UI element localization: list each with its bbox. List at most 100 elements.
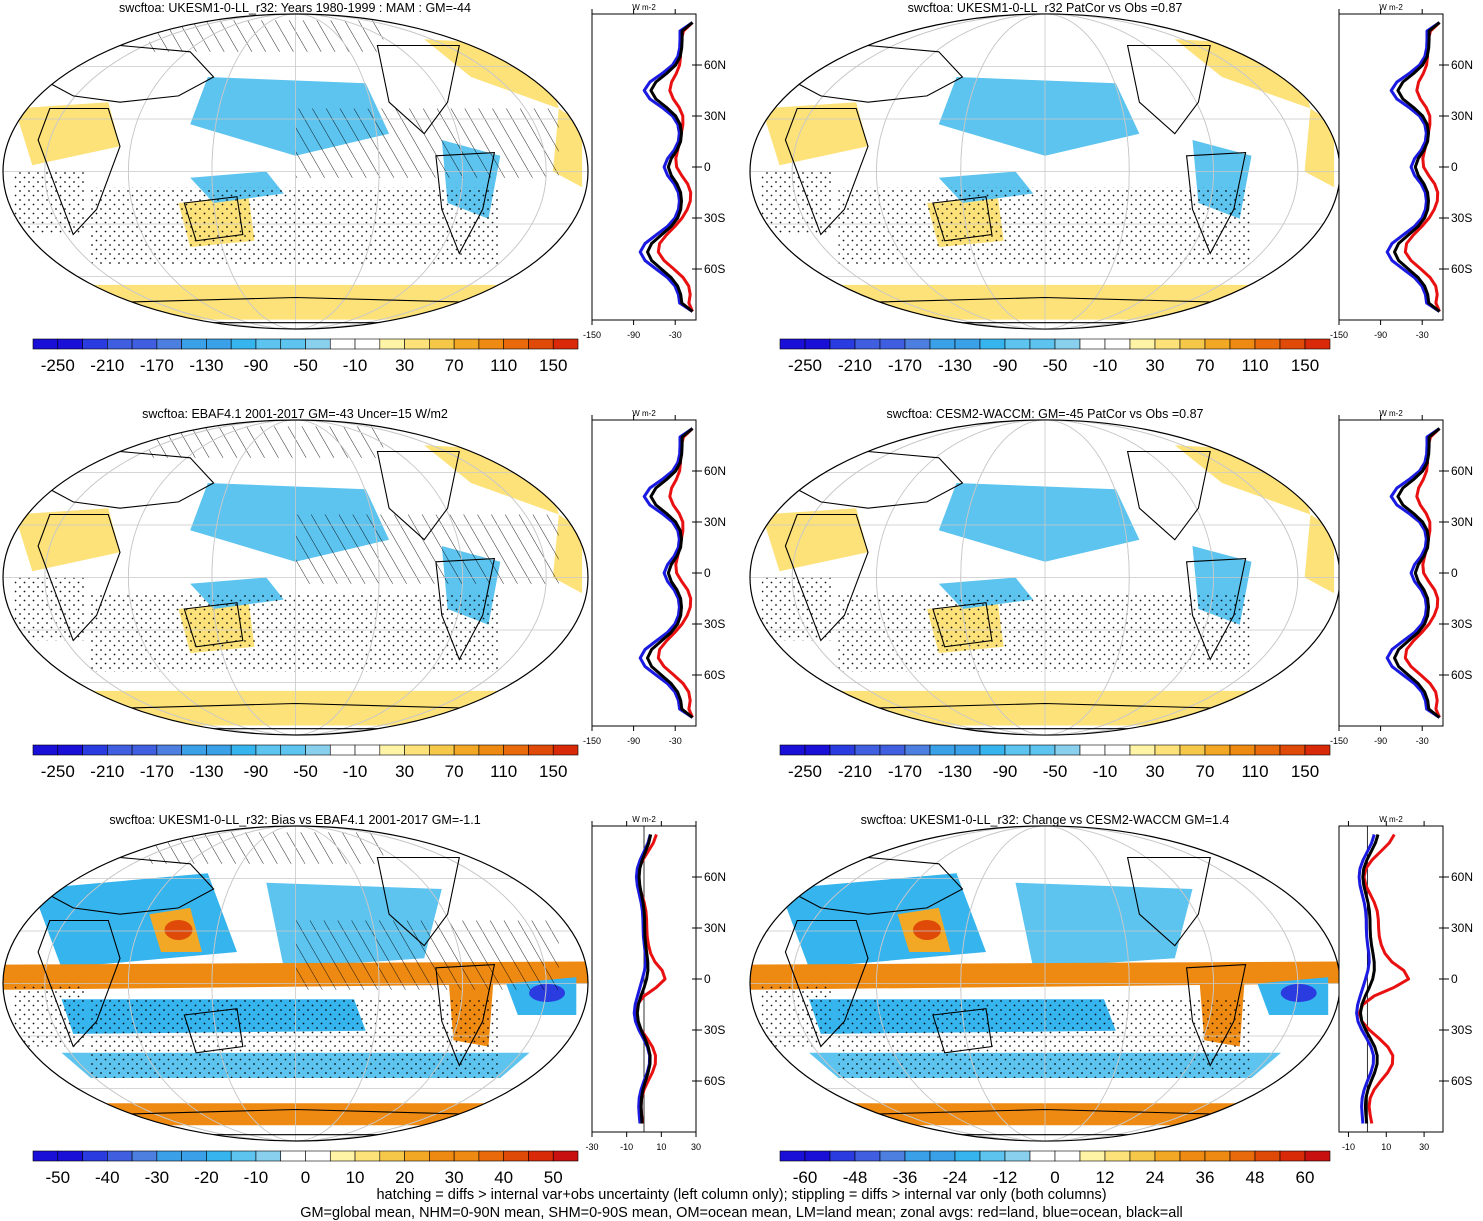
colorbar-box bbox=[1104, 1150, 1131, 1162]
profile-value-label: -30 bbox=[669, 736, 682, 746]
colorbar-label: -50 bbox=[293, 762, 318, 781]
strong-anomaly bbox=[1280, 983, 1317, 1002]
colorbar-box bbox=[354, 338, 381, 350]
colorbar-label: 48 bbox=[1246, 1168, 1265, 1187]
colorbar-box bbox=[1179, 744, 1206, 756]
colorbar-box bbox=[929, 744, 956, 756]
profile-lat-label: 60N bbox=[1451, 870, 1473, 884]
zonal-line-all bbox=[646, 21, 694, 313]
world-map bbox=[3, 826, 588, 1141]
zonal-line-all bbox=[646, 427, 694, 719]
colorbar-label: -50 bbox=[45, 1168, 70, 1187]
colorbar-box bbox=[1154, 338, 1181, 350]
colorbar-box bbox=[1079, 338, 1106, 350]
colorbar-box bbox=[107, 1150, 133, 1162]
colorbar-box bbox=[181, 1150, 207, 1162]
profile-lat-label: 30S bbox=[704, 617, 725, 631]
colorbar-box bbox=[1304, 338, 1331, 350]
zonal-line-all bbox=[1359, 834, 1380, 1124]
colorbar-label: 70 bbox=[1196, 356, 1215, 375]
panel-5: swcftoa: UKESM1-0-LL_r32: Bias vs EBAF4.… bbox=[2, 813, 726, 1187]
colorbar-box bbox=[1029, 744, 1056, 756]
colorbar-label: 150 bbox=[1291, 762, 1319, 781]
profile-value-label: 30 bbox=[1419, 1142, 1429, 1152]
colorbar-label: -12 bbox=[993, 1168, 1018, 1187]
profile-lat-label: 30N bbox=[1451, 109, 1473, 123]
colorbar-label: 30 bbox=[1146, 356, 1165, 375]
colorbar-box bbox=[879, 338, 906, 350]
strong-anomaly bbox=[913, 919, 941, 940]
colorbar-label: 0 bbox=[301, 1168, 310, 1187]
colorbar-box bbox=[879, 1150, 906, 1162]
zonal-line-land bbox=[1403, 427, 1441, 719]
panel-6: swcftoa: UKESM1-0-LL_r32: Change vs CESM… bbox=[749, 813, 1473, 1187]
colorbar-box bbox=[156, 744, 182, 756]
profile-value-label: -30 bbox=[1416, 330, 1429, 340]
zonal-profile: W m-2 60N 30N 0 30S 60S -10 10 30 bbox=[1338, 815, 1473, 1152]
colorbar-box bbox=[1304, 1150, 1331, 1162]
colorbar-box bbox=[528, 338, 554, 350]
colorbar-label: -210 bbox=[838, 762, 872, 781]
panel-3: swcftoa: EBAF4.1 2001-2017 GM=-43 Uncer=… bbox=[2, 407, 726, 781]
coastline bbox=[1185, 152, 1247, 255]
profile-lat-label: 0 bbox=[704, 972, 711, 986]
colorbar-box bbox=[404, 744, 430, 756]
profile-lat-label: 30N bbox=[1451, 921, 1473, 935]
map-border bbox=[2, 13, 589, 330]
colorbar-label: -170 bbox=[140, 762, 174, 781]
colorbar-box bbox=[879, 744, 906, 756]
colorbar-label: 110 bbox=[1241, 356, 1268, 375]
graticule bbox=[3, 826, 588, 1141]
profile-value-label: -150 bbox=[583, 736, 601, 746]
colorbar-box bbox=[453, 1150, 480, 1162]
zonal-line-all bbox=[635, 834, 653, 1124]
profile-value-label: 10 bbox=[656, 1142, 666, 1152]
panel-title: swcftoa: UKESM1-0-LL_r32 PatCor vs Obs =… bbox=[908, 1, 1183, 15]
colorbar-box bbox=[979, 1150, 1006, 1162]
world-map bbox=[750, 825, 1340, 1142]
colorbar-box bbox=[230, 338, 257, 350]
coastline bbox=[1185, 558, 1247, 661]
colorbar-box bbox=[1279, 338, 1306, 350]
colorbar-box bbox=[329, 338, 356, 350]
zonal-profile: W m-2 60N 30N 0 30S 60S -150 -90 -30 bbox=[1330, 3, 1473, 340]
colorbar-label: -90 bbox=[993, 762, 1018, 781]
colorbar-box bbox=[478, 744, 504, 756]
colorbar-box bbox=[1254, 1150, 1281, 1162]
profile-value-label: 10 bbox=[1381, 1142, 1391, 1152]
colorbar-label: 110 bbox=[490, 356, 517, 375]
coastline bbox=[37, 107, 121, 236]
colorbar-box bbox=[429, 744, 455, 756]
colorbar-box bbox=[1304, 744, 1331, 756]
colorbar-label: 70 bbox=[1196, 762, 1215, 781]
colorbar-box bbox=[82, 1150, 108, 1162]
colorbar-label: -170 bbox=[888, 762, 922, 781]
zonal-line-ocean bbox=[1385, 427, 1441, 719]
panel-4: swcftoa: CESM2-WACCM: GM=-45 PatCor vs O… bbox=[749, 407, 1473, 781]
colorbar-box bbox=[1279, 744, 1306, 756]
colorbar-box bbox=[1129, 338, 1156, 350]
coastline bbox=[435, 152, 496, 255]
colorbar-box bbox=[829, 338, 856, 350]
colorbar-box bbox=[1029, 338, 1056, 350]
colorbar-box bbox=[954, 744, 981, 756]
colorbar-box bbox=[1054, 1150, 1081, 1162]
footer-note-hatching: hatching = diffs > internal var+obs unce… bbox=[376, 1187, 1107, 1203]
colorbar-box bbox=[329, 1150, 356, 1162]
colorbar-box bbox=[1229, 744, 1256, 756]
colorbar-box bbox=[528, 744, 554, 756]
colorbar-box bbox=[32, 744, 59, 756]
colorbar-box bbox=[57, 338, 83, 350]
profile-lat-label: 30N bbox=[704, 109, 726, 123]
colorbar-box bbox=[1129, 744, 1156, 756]
profile-lat-label: 60S bbox=[704, 262, 725, 276]
colorbar-box bbox=[305, 1150, 331, 1162]
colorbar-label: -90 bbox=[244, 762, 269, 781]
world-map bbox=[750, 419, 1340, 736]
colorbar-box bbox=[1254, 338, 1281, 350]
zonal-line-land bbox=[656, 21, 694, 313]
colorbar-box bbox=[107, 744, 133, 756]
colorbar-box bbox=[57, 1150, 83, 1162]
profile-value-label: -30 bbox=[669, 330, 682, 340]
profile-lat-label: 30N bbox=[704, 921, 726, 935]
